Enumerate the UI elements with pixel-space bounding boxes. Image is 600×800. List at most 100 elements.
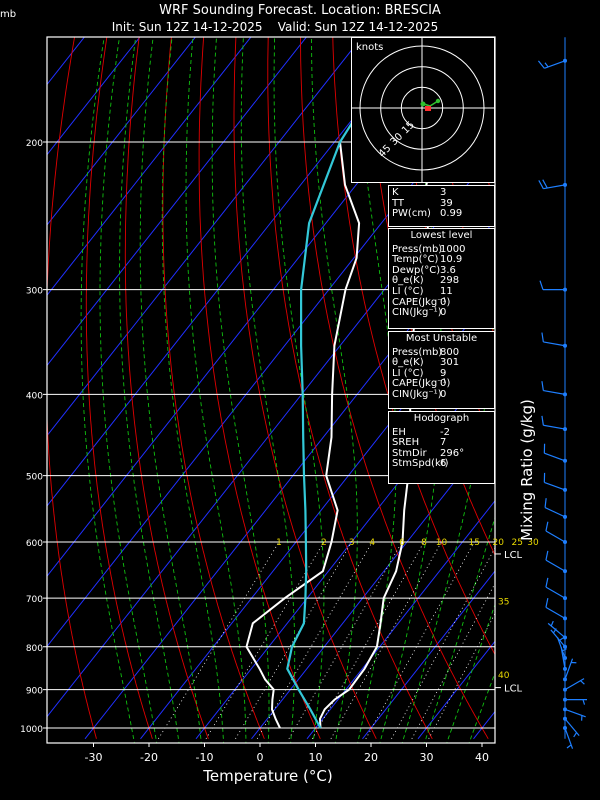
stat-value: 298: [440, 275, 460, 287]
mixing-ratio-line: [428, 612, 495, 739]
hodograph-point: [420, 101, 426, 107]
dry-adiabat-line: [124, 37, 209, 739]
stat-value: 0: [440, 296, 447, 308]
wind-barbs: [537, 37, 587, 749]
stat-label: TT: [392, 197, 405, 209]
most-unstable-panel: Most Unstable Press(mb) 800 θ_e(K) 301 LI (°…: [388, 331, 495, 409]
stat-row: CIN(Jkg⁻¹) 0: [389, 389, 494, 401]
pressure-tick-label: 500: [26, 473, 43, 483]
wind-barb: [543, 472, 567, 492]
isotherm-line: [306, 500, 495, 740]
mixing-ratio-label: 8: [421, 538, 427, 548]
wind-barb: [541, 381, 567, 397]
pressure-tick-label: 200: [26, 139, 43, 149]
dry-adiabat-line: [85, 37, 153, 739]
stat-label: LI (°C): [392, 367, 424, 379]
wind-barb-half-flag: [552, 628, 557, 634]
wind-barb-flag: [541, 332, 544, 343]
isotherm-line: [47, 37, 307, 367]
wind-barb-staff: [544, 507, 566, 518]
hodograph-unit-label: knots: [356, 42, 383, 53]
mixing-ratio-label: 15: [468, 538, 479, 548]
mixing-ratio-axis-label: Mixing Ratio (g/kg): [518, 399, 536, 541]
stat-value: 0: [440, 378, 447, 390]
wind-barb: [543, 443, 567, 463]
hodograph-point: [435, 98, 441, 104]
wind-barb: [563, 658, 577, 682]
wind-barb: [544, 498, 567, 519]
wind-barb: [538, 179, 567, 190]
isotherm-line: [47, 37, 196, 226]
wind-barb-flag: [542, 179, 548, 189]
stat-label: CAPE(Jkg⁻¹): [392, 296, 451, 308]
chart-subtitle: Init: Sun 12Z 14-12-2025 Valid: Sun 12Z …: [112, 20, 438, 34]
wind-barb-staff: [544, 60, 566, 69]
x-axis-label: Temperature (°C): [202, 767, 332, 785]
stat-value: 3: [440, 187, 447, 198]
wind-barb-flag: [537, 60, 545, 69]
temperature-tick-label: -10: [196, 751, 214, 764]
isotherm-line: [47, 37, 252, 296]
temperature-tick-label: 10: [309, 751, 323, 764]
hodograph-ring-label: 15: [400, 120, 417, 137]
lcl-label: LCL: [504, 550, 523, 561]
stat-row: Press(mb) 1000: [389, 243, 494, 256]
stat-value: 3.6: [440, 264, 456, 276]
pressure-tick-label: 800: [26, 644, 43, 654]
stat-label: LI (°C): [392, 285, 424, 297]
wind-barb: [545, 577, 567, 601]
hodograph-ring-label: 45: [377, 143, 394, 160]
mixing-ratio-label: 25: [511, 538, 522, 548]
mixing-ratio-label: 3: [349, 538, 355, 548]
stat-value: 9: [440, 367, 447, 379]
temperature-tick-label: 40: [475, 751, 489, 764]
stat-value: 10.9: [440, 254, 463, 266]
wind-barb-half-flag: [580, 680, 585, 685]
stat-row: θ_e(K) 298: [389, 276, 494, 287]
theta-e-label: 40: [498, 671, 510, 681]
stat-value: 6: [440, 458, 447, 470]
wind-barb-staff: [545, 606, 566, 619]
moist-adiabat-line: [211, 37, 270, 743]
stat-row: StmSpd(kt) 6: [389, 459, 494, 470]
wind-barb-flag: [541, 381, 544, 391]
stat-label: StmSpd(kt): [392, 458, 449, 470]
hodograph-trace: [423, 100, 439, 107]
lcl-label: LCL: [504, 684, 523, 695]
skewt-grid: [47, 37, 495, 743]
wind-barb: [545, 550, 567, 574]
hodograph-ring-label: 30: [388, 131, 405, 148]
mixing-ratio-label: 10: [436, 538, 448, 548]
hodograph-panel: 15 30 45 knots: [351, 37, 495, 183]
pressure-tick-label: 900: [26, 687, 43, 697]
wind-barb: [563, 726, 574, 749]
lowest-level-panel: Lowest level Press(mb) 1000 Temp(°C) 10.9 De…: [388, 228, 495, 329]
wind-barb: [541, 415, 567, 432]
mixing-ratio-label: 4: [369, 538, 375, 548]
stat-value: 0: [440, 307, 447, 319]
stat-row: SREH 7: [389, 438, 494, 449]
wind-barb-staff: [545, 559, 566, 572]
mixing-ratio-line: [158, 541, 280, 740]
wind-barb-flag: [545, 577, 549, 588]
most-unstable-title: Most Unstable: [405, 333, 478, 344]
stat-value: 301: [440, 357, 460, 369]
wind-barb: [560, 647, 567, 671]
wind-barb-staff: [544, 481, 566, 491]
dry-adiabat-line: [198, 37, 321, 739]
wind-barb-staff: [543, 389, 566, 395]
mixing-ratio-line: [330, 541, 442, 739]
pressure-tick-label: 600: [26, 539, 43, 549]
stat-value: 0.99: [440, 208, 463, 220]
wind-barb-half-flag: [582, 699, 586, 705]
moist-adiabat-line: [185, 37, 247, 743]
wind-barb-staff: [545, 530, 566, 543]
mixing-ratio-label: 1: [276, 538, 282, 548]
temperature-tick-label: 0: [257, 751, 264, 764]
stat-label: Press(mb): [392, 243, 443, 255]
isotherm-line: [47, 37, 141, 156]
mixing-ratio-label: 6: [399, 538, 405, 548]
mixing-ratio-line: [365, 541, 475, 739]
